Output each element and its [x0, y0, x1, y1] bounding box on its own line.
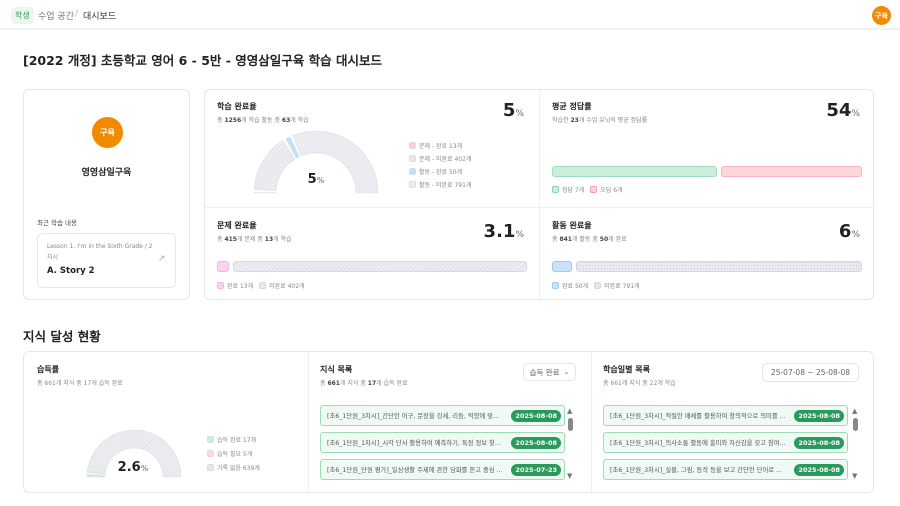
breadcrumb-classroom[interactable]: 수업 공간: [38, 12, 74, 22]
list-item[interactable]: [초6_1단원_3차시]_간단한 어구, 문장을 강세, 리듬, 억양에 맞..…: [320, 405, 565, 426]
legend-item: 습득 필요 5개: [207, 449, 260, 458]
daily-list: [초6_1단원_3차시]_적절한 매체를 활용하여 창의적으로 의미를 ... 2…: [603, 405, 848, 480]
student-avatar: 구육: [92, 117, 123, 148]
date-badge: 2025-08-08: [511, 436, 561, 449]
problem-title: 문제 완료율: [217, 221, 257, 230]
date-badge: 2025-08-08: [794, 409, 844, 422]
activity-done-bar: [552, 261, 572, 272]
gauge-segment: [292, 130, 379, 194]
lesson-item: A. Story 2: [47, 266, 95, 276]
legend-item: 활동 - 완료 50개: [409, 167, 471, 176]
date-badge: 2025-08-08: [794, 463, 844, 476]
problem-value: 3.1%: [483, 221, 524, 242]
recent-lesson-card[interactable]: Lesson 1. I'm in the Sixth Grade / 2 차시 …: [37, 233, 176, 288]
accuracy-value: 54%: [826, 100, 860, 121]
activity-todo-legend: 미완료 791개: [604, 283, 640, 290]
activity-value: 6%: [838, 221, 860, 242]
problem-done-bar: [217, 261, 229, 272]
chevron-down-icon: ⌄: [563, 368, 570, 376]
section-title-knowledge: 지식 달성 현황: [23, 329, 101, 344]
legend-item: 문제 - 미완료 402개: [409, 154, 471, 163]
list-item[interactable]: [초6_1단원_3차시]_의사소통 활동에 흥미와 자신감을 갖고 참여... 2…: [603, 432, 848, 453]
list-item[interactable]: [초6_1단원_3차시]_적절한 매체를 활용하여 창의적으로 의미를 ... 2…: [603, 405, 848, 426]
legend-item: 문제 - 완료 13개: [409, 141, 471, 150]
knowledge-list: [초6_1단원_3차시]_간단한 어구, 문장을 강세, 리듬, 억양에 맞..…: [320, 405, 565, 480]
user-avatar[interactable]: 구육: [872, 6, 891, 25]
recent-label: 최근 학습 내용: [37, 219, 78, 227]
lesson-name: Lesson 1. I'm in the Sixth Grade / 2 차시: [47, 243, 153, 261]
gauge-segment: [86, 473, 106, 478]
correct-legend: 정답 7개: [562, 187, 585, 194]
scroll-down-icon[interactable]: ▼: [852, 472, 858, 480]
activity-title: 활동 완료율: [552, 221, 592, 230]
date-badge: 2025-08-08: [511, 409, 561, 422]
daily-scrollbar[interactable]: [853, 418, 858, 431]
activity-todo-bar: [576, 261, 862, 272]
mastery-gauge: [86, 429, 182, 478]
role-badge: 학생: [11, 7, 34, 24]
correct-bar: [552, 166, 717, 177]
breadcrumb-separator: /: [75, 9, 79, 19]
knowledge-filter-select[interactable]: 습득 완료 ⌄: [523, 363, 576, 381]
date-range-picker[interactable]: 25-07-08 ~ 25-08-08: [762, 363, 859, 382]
daily-title: 학습일별 목록: [603, 365, 650, 374]
student-name: 영영삼일구육: [81, 168, 132, 178]
scroll-up-icon[interactable]: ▲: [852, 407, 858, 415]
list-item[interactable]: [초6_1단원_단원 평가]_일상생활 주제에 관한 담화를 듣고 중심 ...…: [320, 459, 565, 480]
mastery-title: 습득률: [37, 365, 60, 374]
problem-done-legend: 완료 13개: [227, 283, 254, 290]
list-item[interactable]: [초6_1단원_1차시]_시각 단서 활용하여 예측하기, 특정 정보 찾...…: [320, 432, 565, 453]
activity-done-legend: 완료 50개: [562, 283, 589, 290]
legend-item: 습득 완료 17개: [207, 435, 260, 444]
legend-item: 활동 - 미완료 791개: [409, 180, 471, 189]
date-badge: 2025-08-08: [794, 436, 844, 449]
accuracy-title: 평균 정답률: [552, 102, 592, 111]
study-value: 5%: [502, 100, 524, 121]
study-title: 학습 완료율: [217, 102, 257, 111]
gauge-segment: [86, 471, 106, 475]
top-bar: [0, 0, 900, 30]
gauge-segment: [253, 139, 296, 192]
wrong-bar: [720, 166, 862, 177]
scroll-down-icon[interactable]: ▼: [567, 472, 573, 480]
page-title: [2022 개정] 초등학교 영어 6 - 5반 - 영영삼일구육 학습 대시보…: [23, 53, 383, 68]
list-item[interactable]: [초6_1단원_3차시]_실물, 그림, 동작 등을 보고 간단한 단어로 ..…: [603, 459, 848, 480]
daily-sub: 총 661개 지식 중 22개 학습: [603, 380, 676, 387]
problem-todo-bar: [233, 261, 527, 272]
external-link-icon[interactable]: ↗: [158, 254, 166, 264]
date-badge: 2025-07-23: [511, 463, 561, 476]
mastery-gauge-value: 2.6%: [117, 460, 149, 475]
knowledge-title: 지식 목록: [320, 365, 353, 374]
mastery-sub: 총 661개 지식 중 17개 습득 완료: [37, 380, 123, 387]
knowledge-scrollbar[interactable]: [568, 418, 573, 431]
study-gauge: [253, 130, 379, 194]
gauge-segment: [285, 136, 300, 159]
accuracy-bar: [552, 166, 862, 177]
breadcrumb-dashboard: 대시보드: [83, 12, 117, 22]
scroll-up-icon[interactable]: ▲: [567, 407, 573, 415]
wrong-legend: 오답 6개: [600, 187, 623, 194]
study-gauge-value: 5%: [307, 172, 325, 187]
gauge-segment: [87, 429, 182, 478]
legend-item: 기록 없음 639개: [207, 463, 260, 472]
problem-todo-legend: 미완료 402개: [269, 283, 305, 290]
